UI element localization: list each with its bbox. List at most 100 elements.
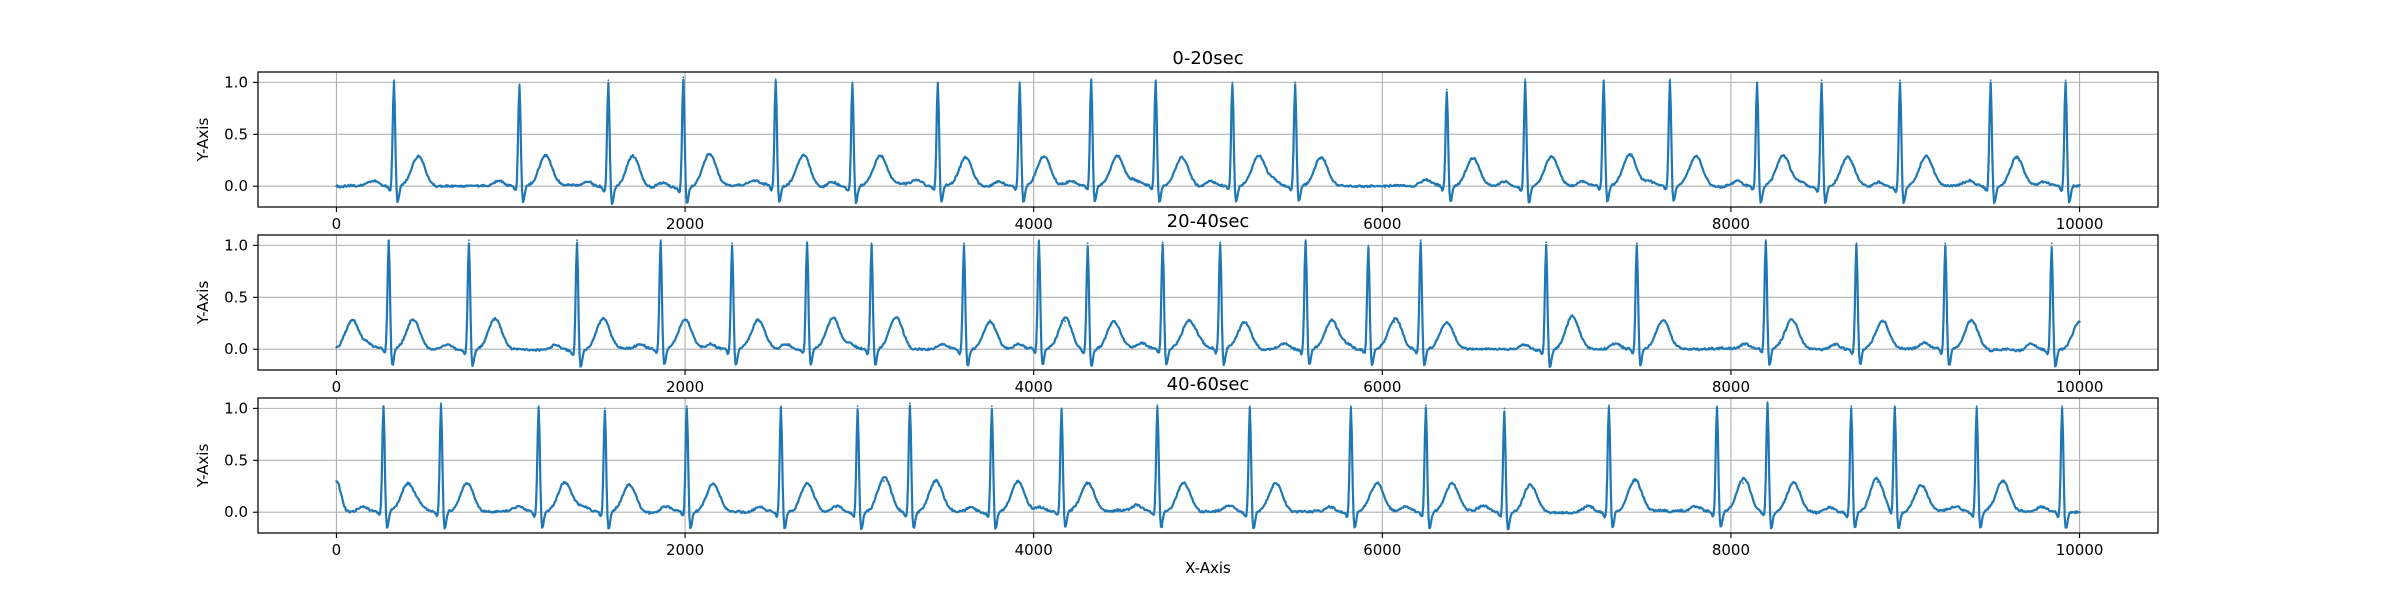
t-wave-point: [412, 318, 415, 321]
r-peak-point: [1855, 242, 1858, 245]
x-tick-label: 2000: [666, 215, 704, 233]
t-wave-point: [628, 484, 631, 487]
chart-panel-20-40sec: 20-40sec Y-Axis 0 2000 4000 6000 8000 10000 0.…: [194, 211, 2159, 396]
t-wave-point: [708, 153, 711, 155]
r-peak-point: [1975, 405, 1978, 408]
x-tick-label: 10000: [2056, 215, 2104, 233]
t-wave-point: [1472, 157, 1474, 160]
t-wave-point: [1634, 480, 1636, 482]
t-wave-point: [631, 154, 634, 156]
t-wave-point: [1376, 482, 1378, 485]
y-axis-label: Y-Axis: [194, 118, 212, 163]
t-wave-point: [1920, 484, 1922, 487]
r-peak-point: [1766, 401, 1769, 404]
r-peak-point: [1219, 241, 1222, 244]
x-tick-label: 4000: [1015, 541, 1053, 559]
t-wave-point: [2078, 320, 2081, 323]
r-peak-point: [806, 241, 808, 244]
ecg-signal-line: [335, 239, 2081, 368]
t-wave-point: [602, 317, 605, 319]
r-peak-point: [731, 242, 734, 245]
t-wave-point: [806, 482, 808, 485]
t-wave-point: [935, 480, 937, 482]
y-tick-label: 0.5: [224, 451, 248, 469]
t-wave-point: [563, 482, 566, 485]
t-wave-point: [1187, 320, 1190, 323]
t-wave-point: [684, 318, 686, 321]
r-peak-point: [909, 402, 911, 405]
r-peak-point: [659, 239, 662, 242]
r-peak-point: [1231, 81, 1234, 84]
x-tick-label: 8000: [1712, 541, 1750, 559]
y-tick-label: 1.0: [224, 73, 248, 91]
r-peak-point: [1090, 78, 1093, 81]
r-peak-point: [1304, 239, 1307, 242]
r-peak-point: [990, 405, 993, 408]
t-wave-point: [1243, 321, 1246, 324]
r-peak-point: [1424, 404, 1427, 407]
ecg-signal-line: [335, 78, 2081, 206]
r-peak-point: [2061, 405, 2064, 408]
x-axis-label: X-Axis: [1185, 559, 1231, 577]
r-peak-point: [1716, 405, 1718, 408]
t-wave-point: [1742, 482, 1745, 485]
ecg-signal-line: [335, 402, 2081, 531]
t-wave-point: [1275, 482, 1277, 485]
t-wave-point: [1112, 320, 1115, 323]
r-peak-point: [468, 239, 470, 242]
t-wave-point: [1550, 155, 1553, 158]
t-wave-point: [879, 155, 882, 158]
x-tick-label: 6000: [1363, 215, 1401, 233]
r-peak-point: [682, 76, 685, 79]
t-wave-point: [466, 482, 469, 485]
y-tick-label: 0.5: [224, 125, 248, 143]
r-peak-point: [2064, 79, 2067, 82]
x-tick-label: 10000: [2056, 541, 2104, 559]
t-wave-point: [1017, 481, 1019, 484]
r-peak-point: [1419, 239, 1422, 242]
x-tick-label: 4000: [1015, 378, 1053, 396]
x-tick-label: 6000: [1363, 378, 1401, 396]
x-tick-label: 0: [332, 378, 342, 396]
t-wave-point: [712, 482, 714, 485]
t-wave-point: [407, 483, 409, 486]
t-wave-point: [1695, 155, 1697, 158]
x-tick-label: 0: [332, 215, 342, 233]
r-peak-point: [1669, 78, 1671, 81]
r-peak-point: [607, 79, 610, 82]
t-wave-point: [895, 317, 897, 319]
r-peak-point: [1850, 405, 1853, 408]
r-peak-point: [1367, 244, 1370, 247]
r-peak-point: [1608, 404, 1610, 407]
axes-frame: [257, 397, 2159, 534]
axes-frame: [257, 71, 2159, 208]
t-wave-point: [964, 156, 967, 159]
r-peak-point: [1294, 81, 1297, 84]
r-peak-point: [1635, 242, 1638, 245]
t-wave-point: [544, 154, 547, 156]
r-peak-point: [1756, 81, 1758, 84]
t-wave-point: [1320, 157, 1323, 160]
t-wave-point: [1451, 482, 1453, 485]
r-peak-point: [1524, 78, 1527, 81]
t-wave-point: [1970, 319, 1973, 322]
t-wave-point: [1529, 483, 1532, 486]
t-wave-point: [757, 318, 760, 321]
t-wave-point: [1846, 155, 1849, 158]
r-peak-point: [1161, 241, 1164, 244]
t-wave-point: [1881, 319, 1884, 322]
r-peak-point: [1602, 79, 1605, 82]
r-peak-point: [870, 242, 873, 245]
r-peak-point: [576, 239, 578, 242]
r-peak-point: [1445, 88, 1448, 91]
t-wave-point: [1180, 156, 1183, 159]
grid: [258, 72, 2158, 207]
r-peak-point: [1989, 79, 1992, 82]
t-wave-point: [1257, 155, 1260, 158]
r-peak-point: [603, 407, 606, 410]
t-wave-point: [1330, 319, 1333, 322]
r-peak-point: [393, 79, 395, 82]
y-tick-label: 0.0: [224, 503, 248, 521]
r-peak-point: [685, 405, 688, 408]
